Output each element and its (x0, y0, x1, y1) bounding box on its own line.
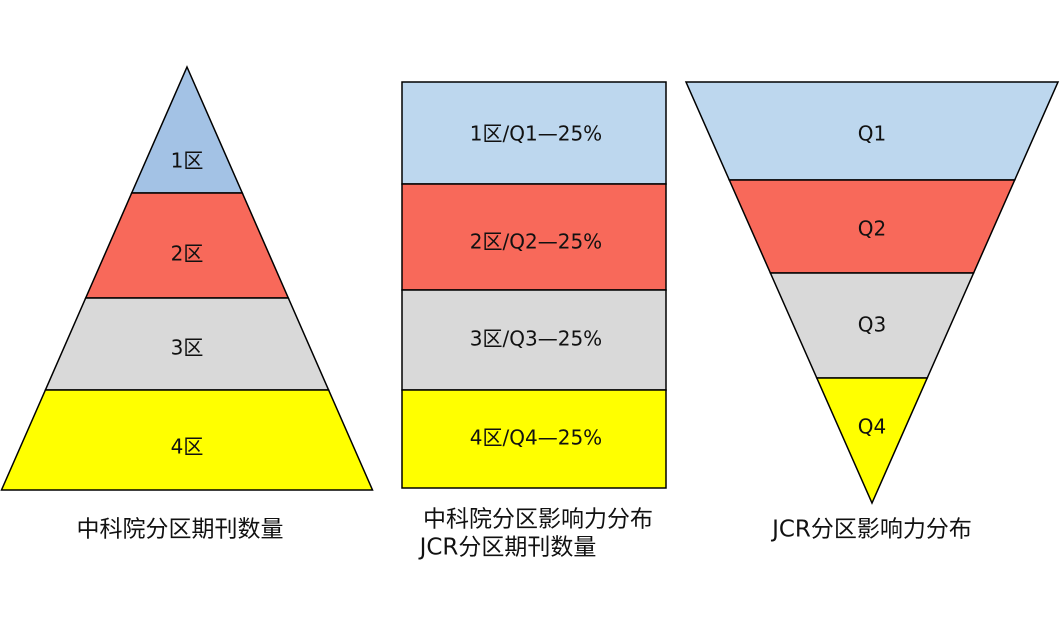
pyramid-layer (130, 65, 244, 194)
band-label: 4区/Q4—25% (470, 426, 602, 450)
layer-label: Q4 (858, 415, 886, 439)
funnel-layer (815, 377, 929, 505)
layer-label: Q3 (858, 313, 886, 337)
layer-label: 4区 (171, 435, 204, 459)
caption: JCR分区影响力分布 (770, 517, 972, 543)
pyramid: 1区 2区 3区 4区 中科院分区期刊数量 (0, 65, 374, 543)
band-label: 1区/Q1—25% (470, 122, 602, 146)
caption: 中科院分区期刊数量 (77, 517, 284, 543)
layer-label: 1区 (171, 149, 204, 173)
middle-table: 1区/Q1—25% 2区/Q2—25% 3区/Q3—25% 4区/Q4—25% … (401, 81, 667, 561)
band (401, 81, 667, 185)
pyramid-layer (0, 389, 374, 491)
layer-label: 3区 (171, 336, 204, 360)
band-label: 3区/Q3—25% (470, 327, 602, 351)
caption: 中科院分区影响力分布 (423, 507, 653, 533)
band (401, 183, 667, 291)
layer-label: Q1 (858, 122, 886, 146)
layer-label: 2区 (171, 242, 204, 266)
caption: JCR分区期刊数量 (418, 535, 597, 561)
band-label: 2区/Q2—25% (470, 230, 602, 254)
band (401, 289, 667, 391)
layer-label: Q2 (858, 217, 886, 241)
band (401, 389, 667, 489)
funnel: Q1 Q2 Q3 Q4 JCR分区影响力分布 (684, 81, 1060, 543)
